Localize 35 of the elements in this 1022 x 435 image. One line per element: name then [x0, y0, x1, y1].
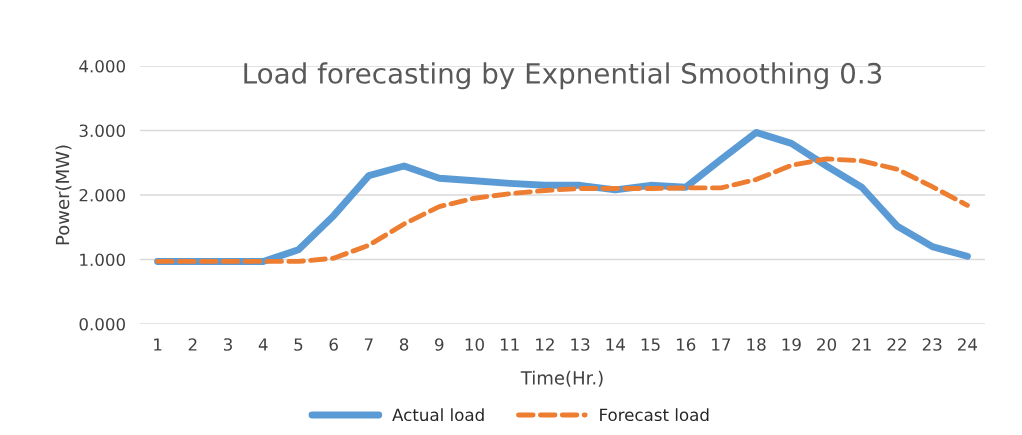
x-tick-label: 2	[188, 338, 197, 351]
x-tick-label: 13	[571, 338, 590, 351]
y-tick-label: 3.000	[79, 124, 125, 138]
x-axis-title: Time(Hr.)	[520, 370, 603, 387]
x-tick-label: 5	[294, 338, 303, 351]
x-tick-label: 24	[958, 338, 978, 351]
x-tick-label: 7	[364, 338, 373, 351]
x-tick-label: 4	[258, 338, 268, 351]
x-tick-label: 16	[676, 338, 696, 351]
x-tick-label: 6	[329, 338, 338, 351]
chart-title: Load forecasting by Expnential Smoothing 0.3	[244, 62, 882, 90]
x-tick-label: 19	[782, 338, 801, 351]
x-tick-label: 15	[641, 338, 660, 351]
x-tick-label: 1	[154, 338, 162, 351]
x-tick-label: 3	[223, 338, 232, 351]
x-tick-label: 11	[500, 338, 519, 351]
legend-label: Forecast load	[600, 408, 709, 422]
y-tick-label: 4.000	[79, 59, 125, 73]
x-tick-label: 8	[399, 338, 409, 351]
x-tick-label: 17	[712, 338, 731, 351]
y-tick-label: 0.000	[79, 317, 125, 331]
x-tick-label: 9	[435, 338, 444, 351]
x-tick-label: 12	[536, 338, 554, 351]
x-tick-label: 21	[852, 338, 871, 351]
x-tick-label: 23	[922, 338, 942, 351]
legend-label: Actual load	[392, 408, 484, 422]
y-tick-label: 2.000	[79, 188, 125, 202]
line-series	[155, 156, 970, 264]
x-tick-label: 10	[465, 338, 484, 351]
x-tick-label: 20	[817, 338, 837, 351]
x-tick-label: 14	[606, 338, 625, 351]
x-tick-label: 22	[887, 338, 906, 351]
y-axis-title: Power(MW)	[55, 145, 72, 245]
x-tick-label: 18	[747, 338, 766, 351]
y-tick-label: 1.000	[80, 253, 125, 267]
